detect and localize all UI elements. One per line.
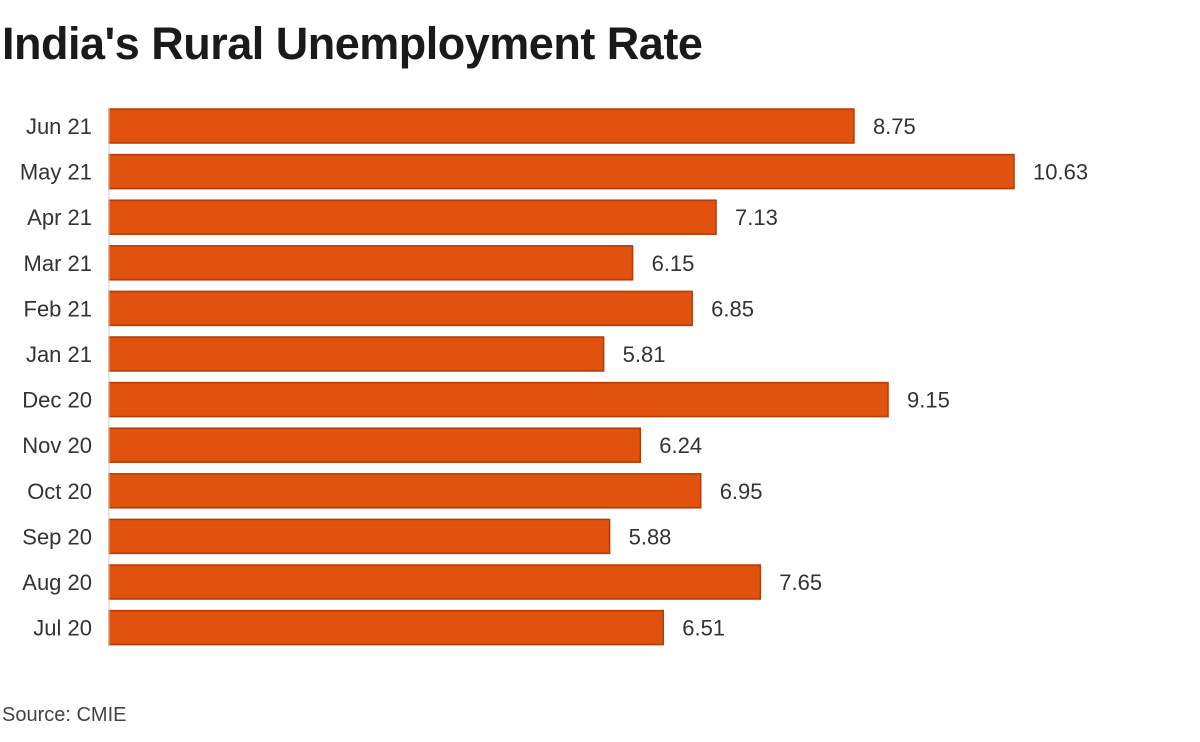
bar-jun-21 — [108, 108, 855, 144]
value-label-dec-20: 9.15 — [907, 388, 950, 413]
category-label-may-21: May 21 — [20, 160, 92, 185]
category-label-oct-20: Oct 20 — [27, 479, 92, 504]
bar-aug-20 — [108, 564, 762, 600]
chart-title: India's Rural Unemployment Rate — [2, 18, 703, 69]
category-label-nov-20: Nov 20 — [22, 433, 92, 458]
value-label-jan-21: 5.81 — [623, 342, 666, 367]
bar-may-21 — [108, 153, 1015, 190]
value-label-feb-21: 6.85 — [711, 296, 754, 321]
bar-jan-21 — [108, 336, 605, 372]
category-label-jul-20: Jul 20 — [33, 616, 92, 641]
bar-sep-20 — [108, 518, 611, 555]
bar-apr-21 — [108, 199, 717, 235]
value-label-sep-20: 5.88 — [629, 524, 672, 549]
bar-feb-21 — [108, 290, 693, 327]
bar-mar-21 — [108, 245, 634, 281]
value-label-apr-21: 7.13 — [735, 205, 778, 230]
bar-oct-20 — [108, 473, 702, 509]
value-label-aug-20: 7.65 — [779, 570, 822, 595]
category-label-sep-20: Sep 20 — [22, 524, 92, 549]
value-label-oct-20: 6.95 — [720, 479, 763, 504]
value-label-mar-21: 6.15 — [652, 251, 695, 276]
value-label-nov-20: 6.24 — [659, 433, 702, 458]
category-label-jan-21: Jan 21 — [26, 342, 92, 367]
category-label-feb-21: Feb 21 — [24, 296, 93, 321]
category-label-aug-20: Aug 20 — [22, 570, 92, 595]
bar-nov-20 — [108, 427, 642, 463]
category-label-apr-21: Apr 21 — [27, 205, 92, 230]
value-label-may-21: 10.63 — [1033, 160, 1088, 185]
bar-jul-20 — [108, 609, 664, 646]
value-label-jul-20: 6.51 — [682, 616, 725, 641]
category-label-jun-21: Jun 21 — [26, 114, 92, 139]
source-note: Source: CMIE — [2, 704, 127, 726]
category-label-mar-21: Mar 21 — [24, 251, 92, 276]
bar-dec-20 — [108, 381, 889, 418]
category-label-dec-20: Dec 20 — [22, 388, 92, 413]
value-label-jun-21: 8.75 — [873, 114, 916, 139]
